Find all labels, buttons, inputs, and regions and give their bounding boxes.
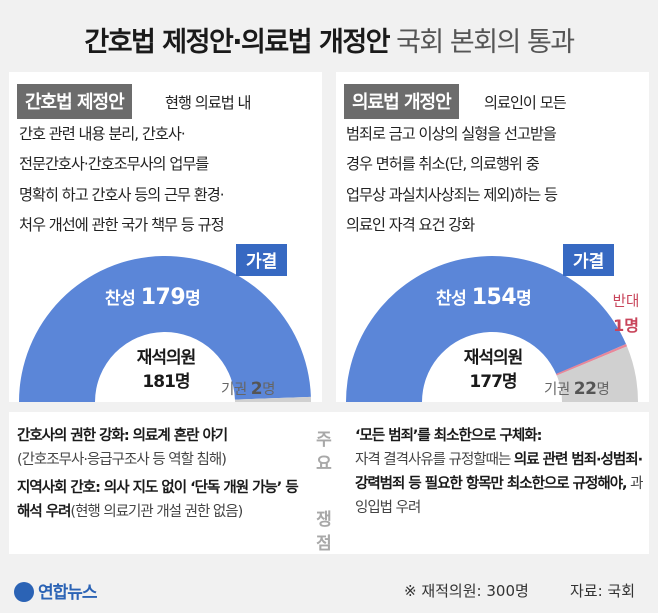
gauge-slice-yes [19,256,311,402]
against-number: 1명 [613,316,639,335]
abstain-unit: 명 [262,382,275,398]
yes-number: 179 [140,285,186,310]
yonhap-logo: 연합뉴스 [14,578,98,603]
present-members: 재석의원 181명 [121,346,211,394]
present-label: 재석의원 [463,348,524,368]
issue-headline: ‘모든 범죄’를 최소한으로 구체화: [355,428,542,444]
yonhap-logo-icon [14,582,34,602]
abstain-number: 2 [250,379,263,399]
desc-line: 경우 면허를 취소(단, 의료행위 중 [346,155,540,173]
issue-item: 간호사의 권한 강화: 의료계 혼란 야기 (간호조무사·응급구조사 등 역할 … [17,424,307,472]
medical-act-description: 의료인이 모든 범죄로 금고 이상의 실형을 선고받을 경우 면허를 취소(단,… [346,88,646,241]
desc-line: 명확히 하고 간호사 등의 근무 환경· [19,185,225,204]
abstain-label: 기권 22명 [544,378,610,399]
yes-unit: 명 [185,289,201,309]
desc-line: 업무상 과실치사상죄는 제외)하는 등 [346,185,558,204]
key-issues-bottom: 쟁점 [316,510,332,554]
nursing-act-panel: 간호법 제정안 현행 의료법 내 간호 관련 내용 분리, 간호사· 전문간호사… [9,72,322,402]
nursing-act-description: 현행 의료법 내 간호 관련 내용 분리, 간호사· 전문간호사·간호조무사의 … [19,88,319,241]
yes-number: 154 [471,285,517,310]
issue-detail-bold: 의료 관련 범죄·성범죄·강력범죄 등 필요한 항목만 최소한으로 규정해야, [355,452,643,492]
nursing-act-gauge [19,256,311,402]
page-title: 간호법 제정안·의료법 개정안 국회 본회의 통과 [0,20,658,59]
key-issues-label: 주요 쟁점 [309,428,339,556]
medical-act-panel: 의료법 개정안 의료인이 모든 범죄로 금고 이상의 실형을 선고받을 경우 면… [336,72,649,402]
medical-act-chart [346,255,638,402]
desc-line: 현행 의료법 내 [165,94,251,112]
title-main: 간호법 제정안·의료법 개정안 [84,27,390,58]
yes-text: 찬성 [105,289,136,309]
desc-line: 전문간호사·간호조무사의 업무를 [19,155,209,173]
yes-text: 찬성 [436,289,467,309]
key-issues-top: 주요 [316,430,332,474]
source-note: 자료: 국회 [570,582,636,600]
gauge-slice-abstain [556,346,638,402]
yes-votes-label: 찬성 154명 [436,284,532,310]
gauge-slice-yes [346,255,627,402]
present-label: 재석의원 [136,348,197,368]
gauge-against-line [556,344,627,376]
abstain-text: 기권 [544,382,570,398]
issue-detail: (현행 의료기관 개설 권한 없음) [70,504,243,520]
medical-act-tag: 의료법 개정안 [344,84,459,119]
medical-act-gauge [346,255,638,402]
abstain-unit: 명 [596,382,610,398]
issue-detail: 자격 결격사유를 규정할때는 [355,452,514,468]
issue-item: ‘모든 범죄’를 최소한으로 구체화: 자격 결격사유를 규정할때는 의료 관련… [355,424,645,520]
nursing-act-issues: 간호사의 권한 강화: 의료계 혼란 야기 (간호조무사·응급구조사 등 역할 … [17,424,307,528]
passed-badge: 가결 [236,244,288,276]
present-members: 재석의원 177명 [448,346,538,394]
nursing-act-tag: 간호법 제정안 [17,84,132,119]
gauge-slice-abstain [234,396,311,402]
total-members-note: ※ 재적의원: 300명 [404,582,529,600]
passed-badge: 가결 [563,244,615,276]
desc-line: 처우 개선에 관한 국가 책무 등 규정 [19,216,225,234]
desc-line: 범죄로 금고 이상의 실형을 선고받을 [346,124,557,143]
yes-unit: 명 [516,289,532,309]
abstain-text: 기권 [221,382,247,398]
yes-votes-label: 찬성 179명 [105,284,201,310]
desc-line: 의료인이 모든 [484,94,567,112]
desc-line: 간호 관련 내용 분리, 간호사· [19,124,186,143]
issue-item: 지역사회 간호: 의사 지도 없이 ‘단독 개원 가능’ 등 해석 우려(현행 … [17,476,307,524]
issue-detail-tail: 과잉입법 우려 [355,476,643,516]
abstain-number: 22 [573,379,597,399]
abstain-label: 기권 2명 [221,378,275,399]
against-text: 반대 [612,294,640,310]
present-number: 177명 [469,372,517,392]
issue-headline: 지역사회 간호: 의사 지도 없이 ‘단독 개원 가능’ 등 해석 우려 [17,480,299,520]
desc-line: 의료인 자격 요건 강화 [346,216,475,234]
issue-detail: (간호조무사·응급구조사 등 역할 침해) [17,452,227,468]
against-label: 반대 1명 [606,290,646,338]
key-issues-panel: 간호사의 권한 강화: 의료계 혼란 야기 (간호조무사·응급구조사 등 역할 … [9,412,649,554]
nursing-act-chart [19,256,311,402]
medical-act-issues: ‘모든 범죄’를 최소한으로 구체화: 자격 결격사유를 규정할때는 의료 관련… [355,424,645,524]
present-number: 181명 [142,372,190,392]
title-sub: 국회 본회의 통과 [396,27,575,58]
yonhap-logo-text: 연합뉴스 [38,583,98,603]
issue-headline: 간호사의 권한 강화: 의료계 혼란 야기 [17,428,228,444]
